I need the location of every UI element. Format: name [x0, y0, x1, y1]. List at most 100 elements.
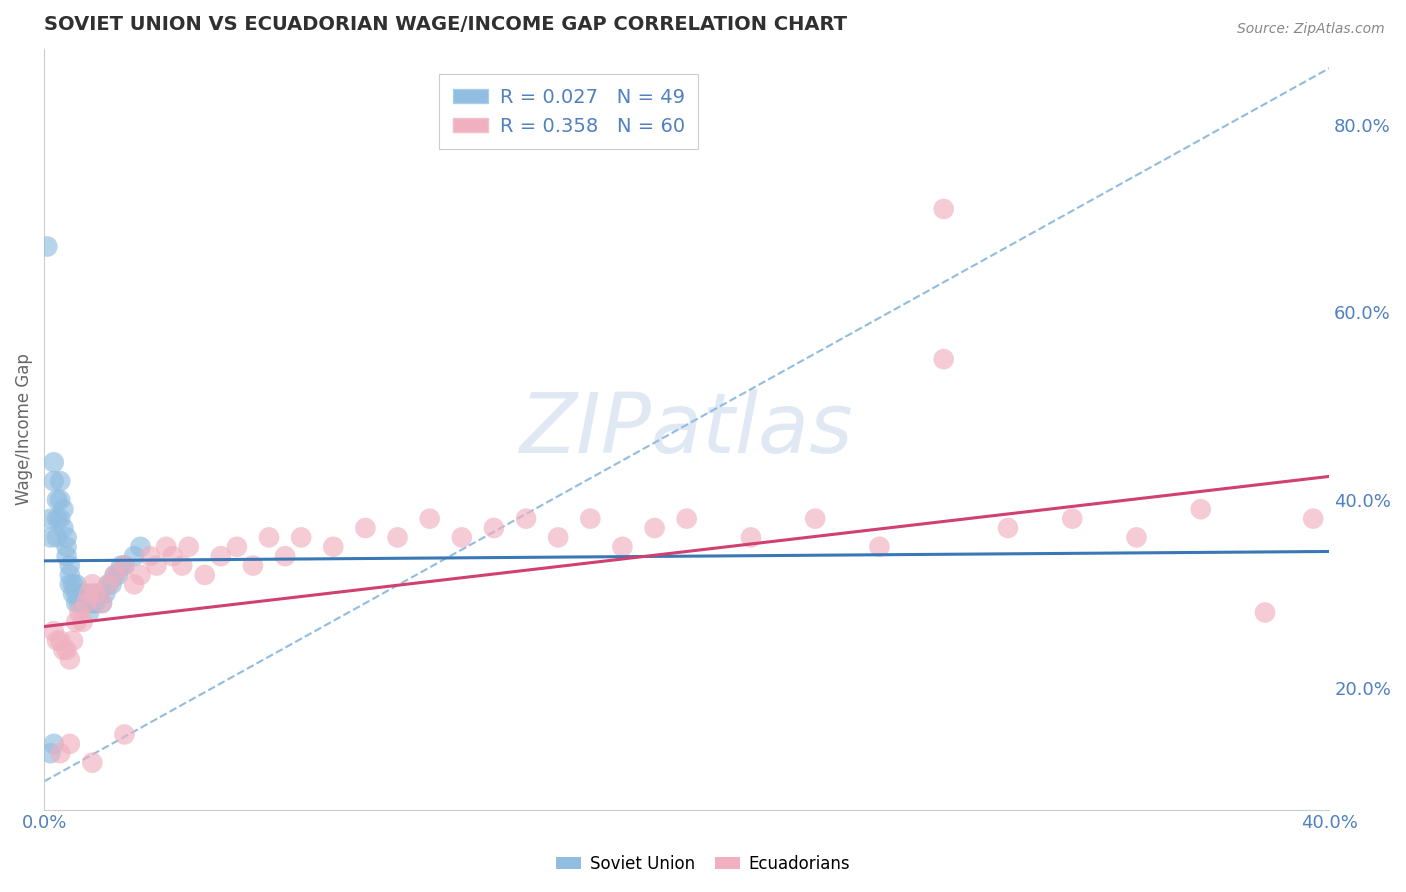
Point [274, 549, 297, 564]
Point [55, 540, 77, 554]
Point [1254, 606, 1277, 620]
Point [46, 511, 69, 525]
Point [52, 521, 75, 535]
Point [225, 540, 247, 554]
Point [42, 737, 65, 751]
Point [49, 492, 72, 507]
Point [65, 596, 87, 610]
Point [419, 511, 441, 525]
Point [579, 511, 602, 525]
Point [55, 643, 77, 657]
Point [62, 633, 84, 648]
Point [84, 587, 107, 601]
Point [932, 352, 955, 367]
Point [91, 596, 114, 610]
Point [145, 558, 167, 573]
Point [450, 530, 472, 544]
Point [322, 540, 344, 554]
Point [39, 746, 62, 760]
Point [62, 587, 84, 601]
Point [1302, 511, 1324, 525]
Point [84, 587, 107, 601]
Point [1189, 502, 1212, 516]
Point [62, 577, 84, 591]
Point [114, 727, 136, 741]
Point [804, 511, 827, 525]
Point [42, 624, 65, 639]
Point [515, 511, 537, 525]
Point [46, 492, 69, 507]
Point [72, 596, 94, 610]
Point [177, 540, 200, 554]
Point [65, 577, 87, 591]
Point [65, 615, 87, 629]
Point [172, 558, 194, 573]
Point [75, 596, 97, 610]
Point [42, 474, 65, 488]
Point [290, 530, 312, 544]
Text: ZIPatlas: ZIPatlas [520, 389, 853, 470]
Point [37, 239, 59, 253]
Point [97, 577, 120, 591]
Point [354, 521, 377, 535]
Point [59, 558, 82, 573]
Point [110, 558, 132, 573]
Point [122, 577, 145, 591]
Point [72, 615, 94, 629]
Point [547, 530, 569, 544]
Point [69, 587, 91, 601]
Point [59, 737, 82, 751]
Point [52, 643, 75, 657]
Point [91, 596, 114, 610]
Point [49, 511, 72, 525]
Point [869, 540, 891, 554]
Point [129, 568, 152, 582]
Point [42, 455, 65, 469]
Point [97, 577, 120, 591]
Point [257, 530, 280, 544]
Point [162, 549, 184, 564]
Point [49, 474, 72, 488]
Point [75, 596, 97, 610]
Point [72, 587, 94, 601]
Point [675, 511, 697, 525]
Legend: Soviet Union, Ecuadorians: Soviet Union, Ecuadorians [550, 848, 856, 880]
Point [1062, 511, 1084, 525]
Point [65, 587, 87, 601]
Text: SOVIET UNION VS ECUADORIAN WAGE/INCOME GAP CORRELATION CHART: SOVIET UNION VS ECUADORIAN WAGE/INCOME G… [44, 15, 846, 34]
Point [46, 530, 69, 544]
Point [39, 511, 62, 525]
Point [69, 596, 91, 610]
Point [52, 502, 75, 516]
Point [387, 530, 409, 544]
Text: Source: ZipAtlas.com: Source: ZipAtlas.com [1237, 22, 1385, 37]
Point [59, 577, 82, 591]
Point [46, 633, 69, 648]
Point [482, 521, 505, 535]
Point [82, 587, 104, 601]
Point [49, 746, 72, 760]
Point [129, 540, 152, 554]
Point [82, 596, 104, 610]
Point [209, 549, 232, 564]
Point [94, 587, 117, 601]
Point [77, 587, 100, 601]
Point [644, 521, 666, 535]
Point [59, 568, 82, 582]
Point [155, 540, 177, 554]
Point [997, 521, 1019, 535]
Point [49, 633, 72, 648]
Point [114, 558, 136, 573]
Point [242, 558, 264, 573]
Y-axis label: Wage/Income Gap: Wage/Income Gap [15, 353, 32, 506]
Point [77, 596, 100, 610]
Point [59, 652, 82, 666]
Point [55, 530, 77, 544]
Point [1125, 530, 1147, 544]
Legend: R = 0.027   N = 49, R = 0.358   N = 60: R = 0.027 N = 49, R = 0.358 N = 60 [440, 74, 699, 149]
Point [114, 558, 136, 573]
Point [55, 549, 77, 564]
Point [122, 549, 145, 564]
Point [77, 606, 100, 620]
Point [194, 568, 217, 582]
